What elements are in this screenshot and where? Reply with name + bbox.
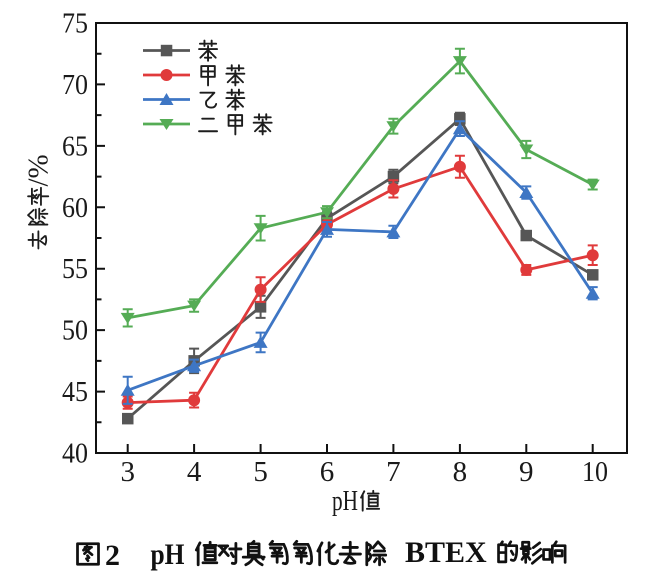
svg-text:40: 40 <box>62 438 88 470</box>
svg-text:3: 3 <box>120 456 135 488</box>
svg-text:45: 45 <box>62 376 88 408</box>
svg-text:60: 60 <box>62 192 88 224</box>
svg-text:9: 9 <box>519 456 534 488</box>
svg-text:pH: pH <box>332 485 358 517</box>
svg-text:BTEX: BTEX <box>405 536 487 569</box>
svg-text:2: 2 <box>105 539 120 572</box>
svg-text:5: 5 <box>253 456 268 488</box>
svg-text:75: 75 <box>62 8 88 40</box>
svg-text:55: 55 <box>62 253 88 285</box>
svg-text:pH: pH <box>151 538 185 571</box>
svg-text:70: 70 <box>62 69 88 101</box>
svg-text:8: 8 <box>453 456 468 488</box>
svg-text:10: 10 <box>582 456 608 488</box>
svg-text:/%: /% <box>23 154 55 186</box>
svg-text:65: 65 <box>62 130 88 162</box>
svg-text:7: 7 <box>386 456 401 488</box>
svg-text:50: 50 <box>62 315 88 347</box>
svg-text:4: 4 <box>187 456 202 488</box>
svg-text:6: 6 <box>320 456 335 488</box>
